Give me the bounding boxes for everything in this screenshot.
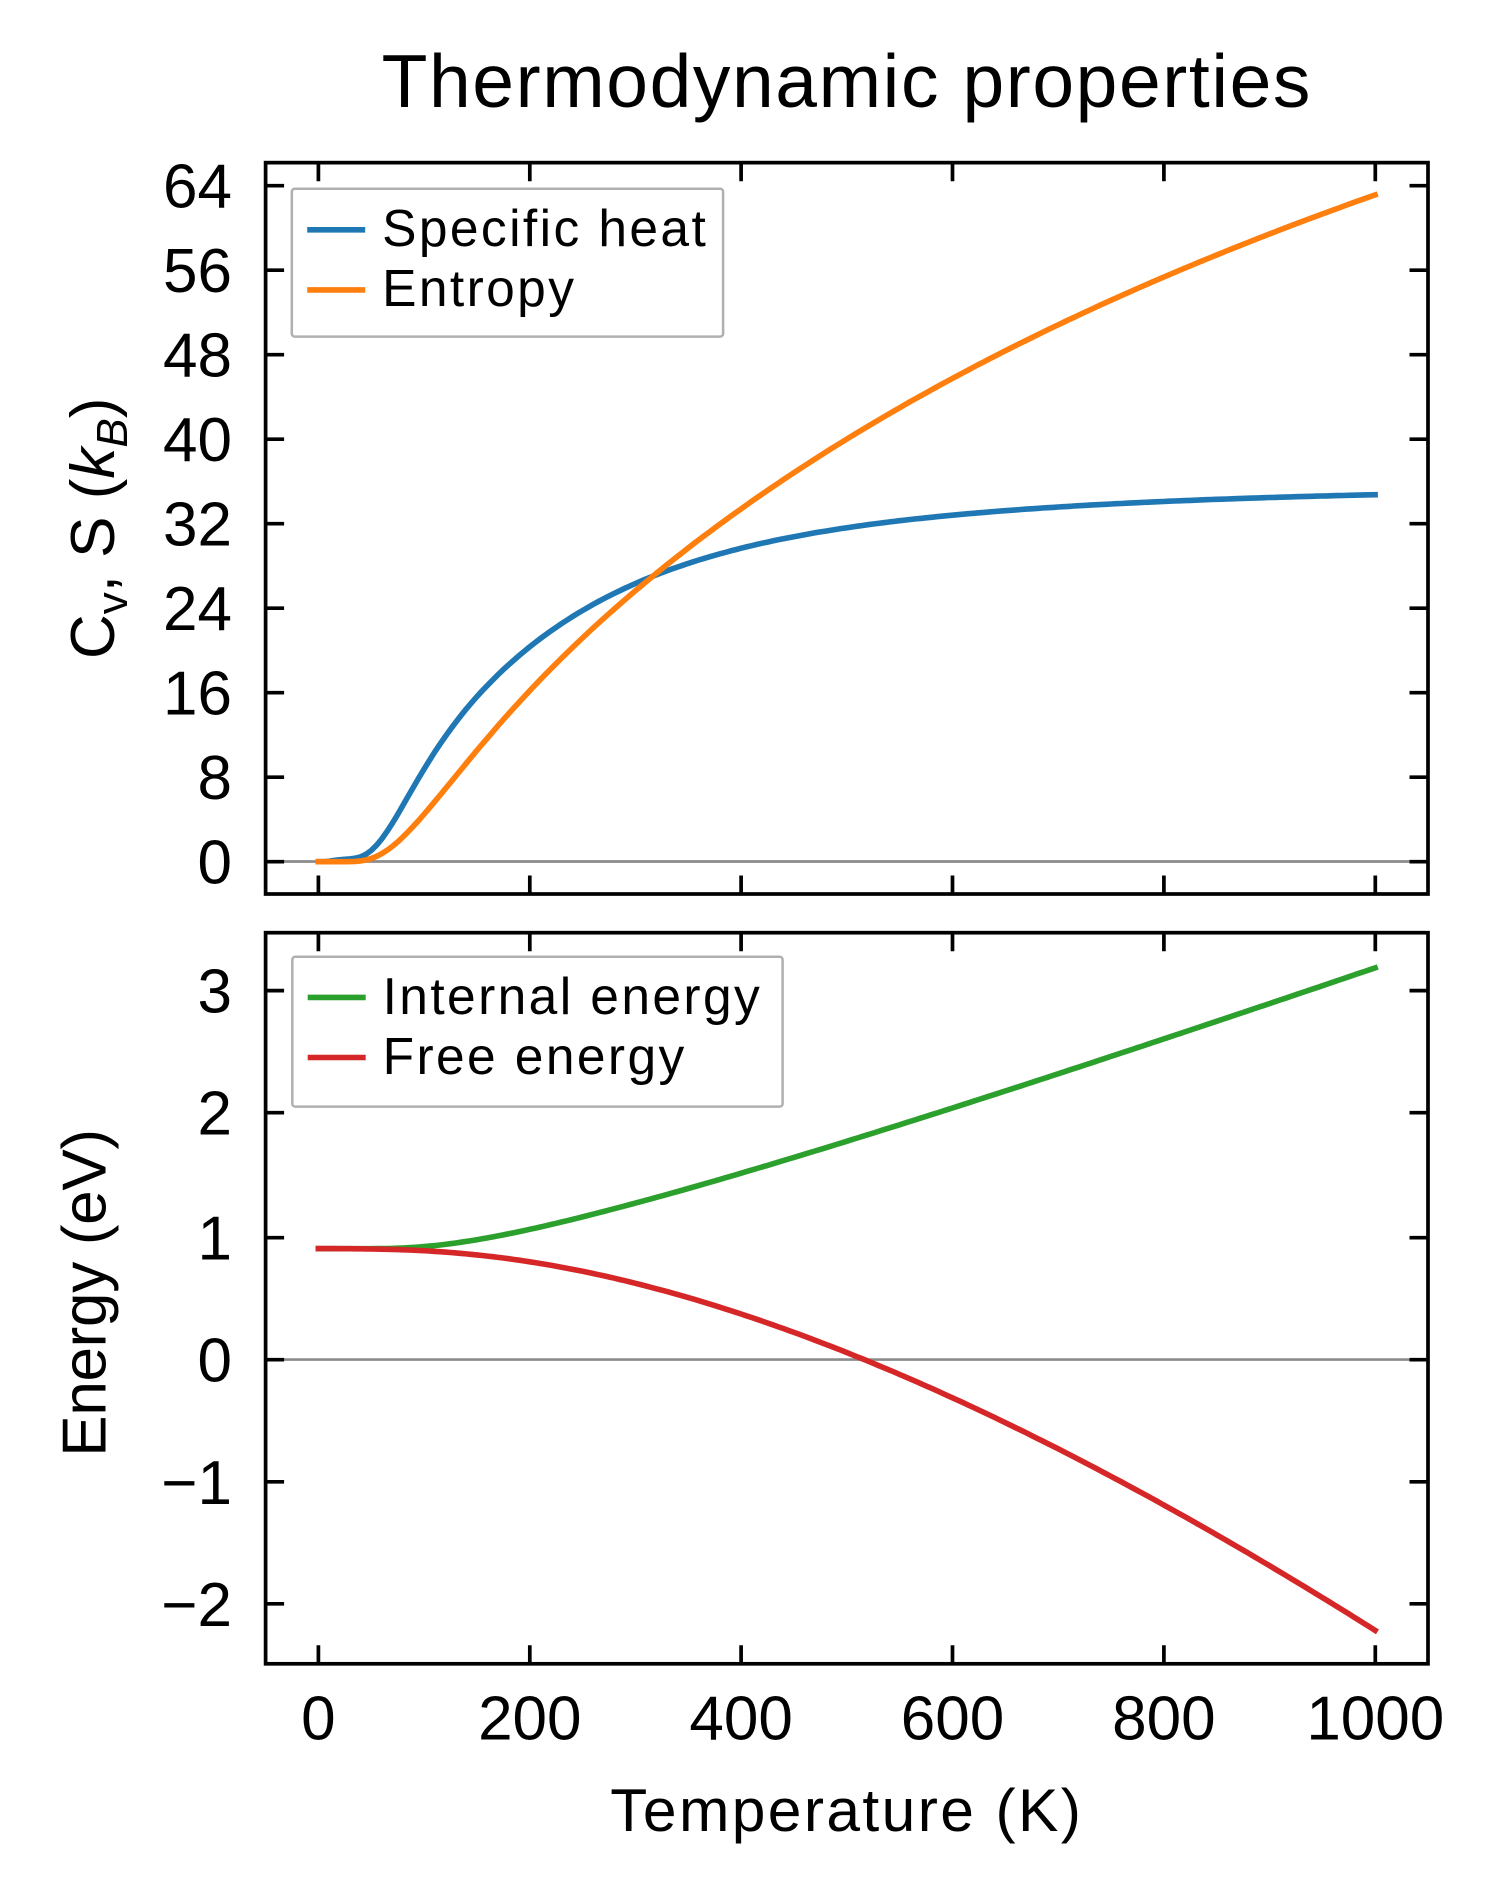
svg-text:−1: −1 — [161, 1449, 232, 1518]
svg-text:Entropy: Entropy — [382, 259, 576, 317]
svg-text:600: 600 — [901, 1685, 1004, 1754]
svg-text:2: 2 — [198, 1080, 232, 1149]
svg-text:Free energy: Free energy — [383, 1027, 687, 1085]
svg-text:Energy (eV): Energy (eV) — [51, 1129, 120, 1457]
svg-text:0: 0 — [301, 1685, 335, 1754]
svg-text:800: 800 — [1112, 1685, 1215, 1754]
svg-text:48: 48 — [163, 322, 232, 391]
svg-text:Specific heat: Specific heat — [382, 199, 708, 257]
svg-text:0: 0 — [198, 1327, 232, 1396]
svg-text:32: 32 — [163, 491, 232, 560]
svg-text:24: 24 — [163, 575, 232, 644]
svg-text:400: 400 — [689, 1685, 792, 1754]
svg-text:Thermodynamic properties: Thermodynamic properties — [382, 39, 1312, 123]
svg-text:Temperature (K): Temperature (K) — [610, 1776, 1083, 1844]
svg-text:Internal energy: Internal energy — [383, 967, 763, 1025]
svg-text:1000: 1000 — [1306, 1685, 1444, 1754]
svg-text:200: 200 — [478, 1685, 581, 1754]
svg-text:56: 56 — [163, 237, 232, 306]
svg-text:8: 8 — [198, 744, 232, 813]
svg-text:64: 64 — [163, 153, 232, 222]
svg-text:1: 1 — [198, 1205, 232, 1274]
svg-text:16: 16 — [163, 660, 232, 729]
svg-text:−2: −2 — [161, 1571, 232, 1640]
svg-text:3: 3 — [198, 958, 232, 1027]
svg-text:0: 0 — [198, 829, 232, 898]
svg-text:40: 40 — [163, 406, 232, 475]
